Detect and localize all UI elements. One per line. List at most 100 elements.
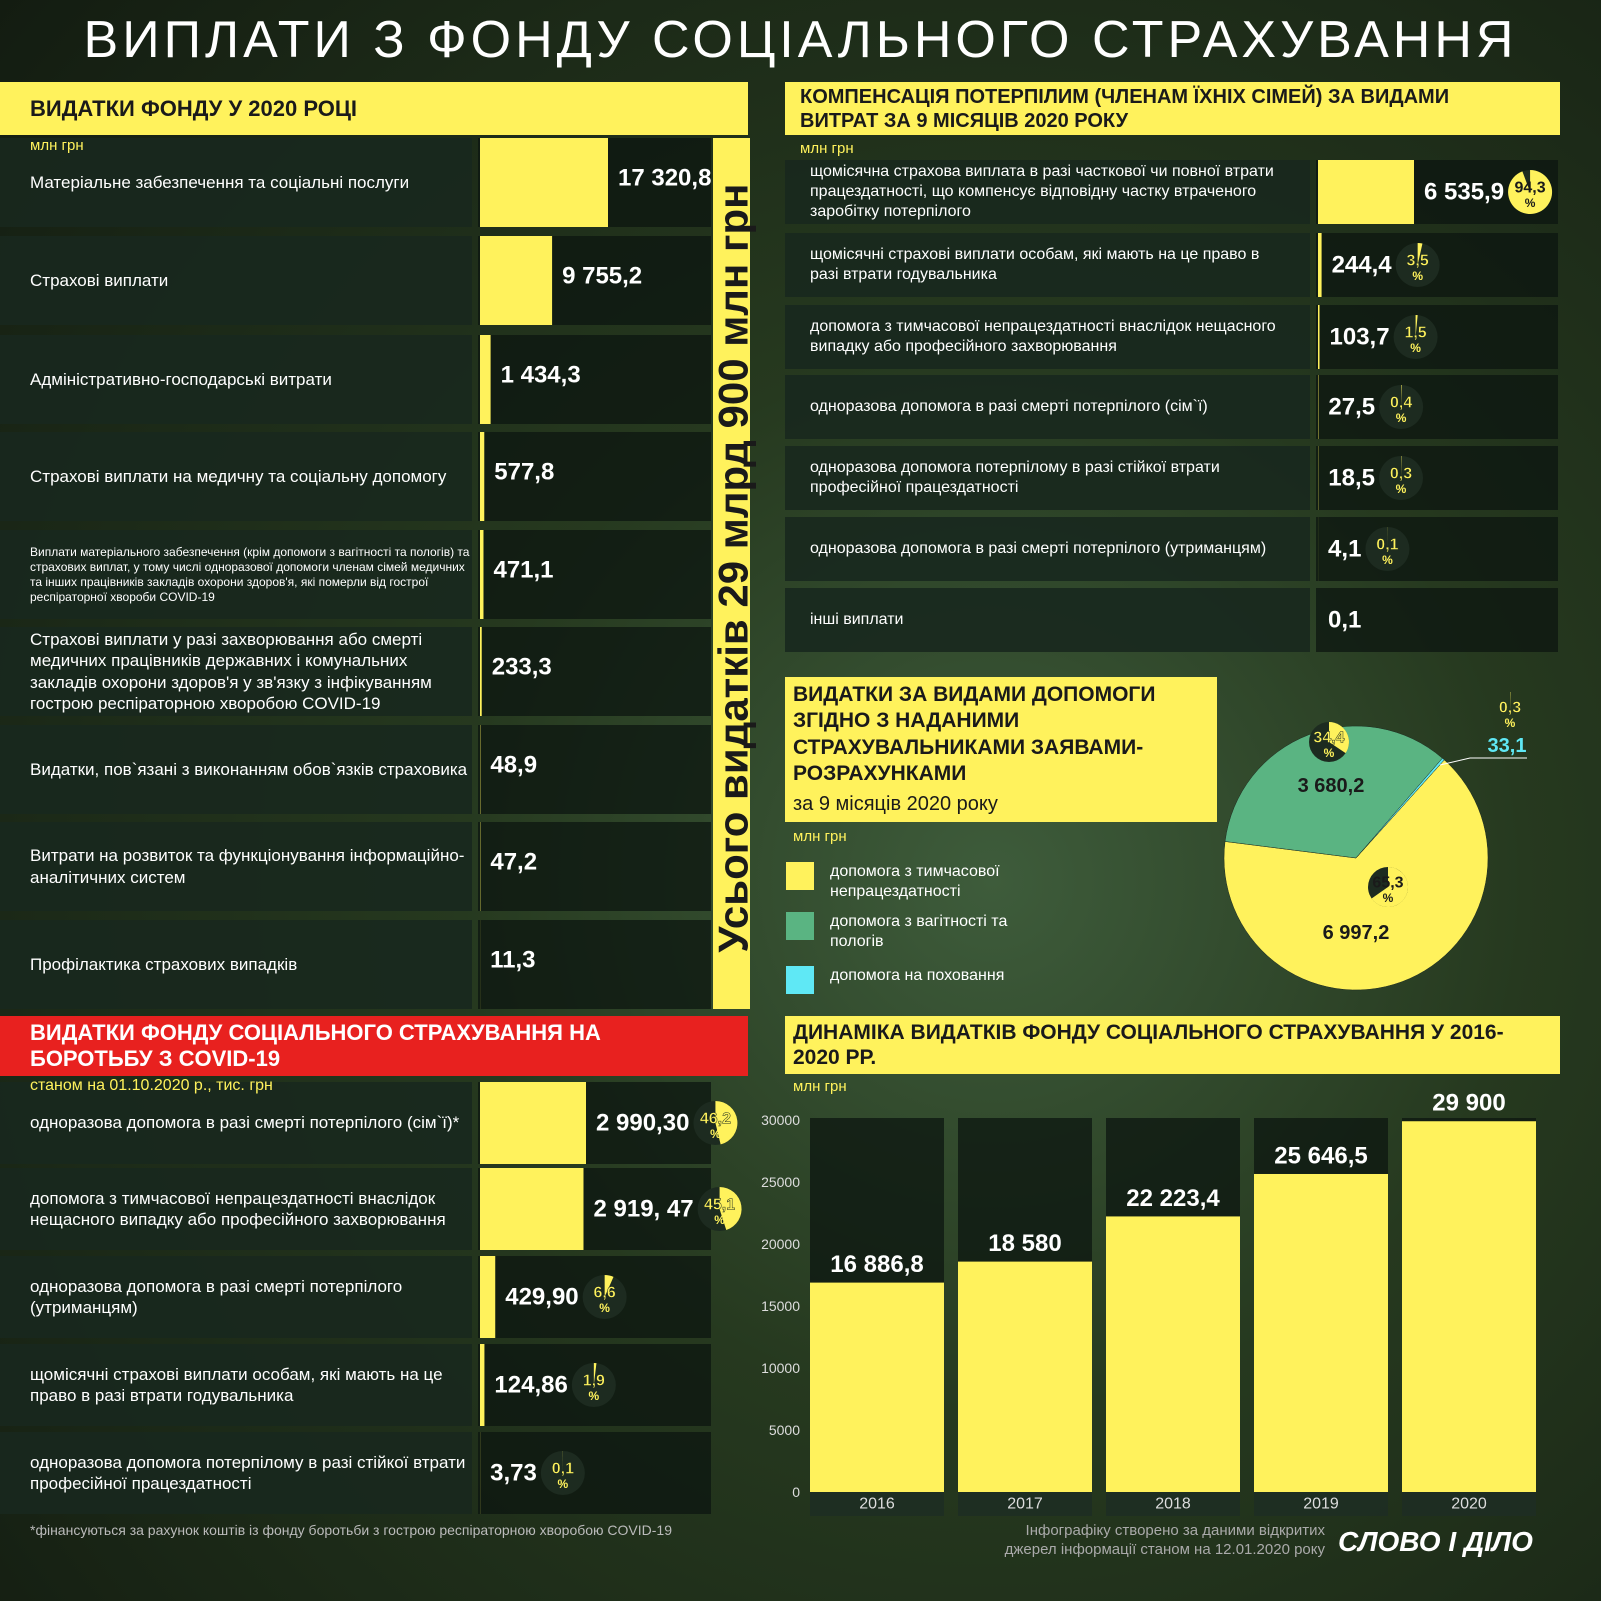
row-panel [785,160,1310,224]
share-unit: % [1505,716,1516,730]
total-label: Усього видатків 29 млрд 900 млн грн [710,183,757,952]
value-label: 244,4 [1332,252,1393,279]
row-panel [0,1344,472,1426]
row-panel [785,375,1310,439]
category-label: одноразова допомога в разі смерті потерп… [810,540,1267,557]
row-bar-area [478,1432,711,1514]
value-label: 17 320,8 [618,165,711,192]
row-panel [0,530,472,619]
share-label: 3,5 [1407,253,1429,270]
share-label: 1,9 [583,1373,605,1390]
y-tick-label: 20000 [761,1236,800,1252]
share-wedge [604,1275,614,1297]
value-label: 18,5 [1328,465,1375,492]
legend-label: допомога на поховання [830,967,1005,984]
chart-title: ВИДАТКИ ЗА ВИДАМИ ДОПОМОГИ ЗГІДНО З НАДА… [793,683,1156,785]
legend-label: допомога з тимчасової непрацездатності [830,863,1000,900]
bar [1402,1121,1536,1492]
bar [480,1344,485,1426]
bar [1318,233,1322,297]
value-label: 2 919, 47 [593,1196,693,1223]
row-panel [0,1256,472,1338]
unit-label: млн грн [30,137,84,154]
header-bg [0,82,748,135]
logo: СЛОВО І ДІЛО [1338,1526,1533,1557]
category-label: Видатки, пов`язані з виконанням обов`язк… [30,759,468,779]
y-tick-label: 15000 [761,1298,800,1314]
share-wedge [593,1363,597,1385]
share-wedge [719,1187,742,1230]
category-label: Матеріальне забезпечення та соціальні по… [30,172,410,192]
share-unit: % [714,1213,725,1227]
row-bar-area [1316,588,1558,652]
share-label: 34,4 [1313,730,1344,747]
value-label: 124,86 [494,1372,567,1399]
category-label: щомісячні страхові виплати особам, які м… [30,1364,443,1405]
row-panel [785,233,1310,297]
share-unit: % [1412,269,1423,283]
year-strip [1402,1492,1536,1516]
year-strip [958,1492,1092,1516]
source-note: Інфографіку створено за даними відкритих… [1004,1522,1325,1558]
pie-slice [1355,757,1445,859]
category-label: Адміністративно-господарські витрати [30,369,332,389]
row-panel [785,305,1310,369]
share-unit: % [1410,341,1421,355]
x-tick-label: 2020 [1451,1496,1487,1513]
row-panel [0,725,472,814]
row-panel [785,517,1310,581]
unit-label: млн грн [793,828,847,845]
x-tick-label: 2019 [1303,1496,1339,1513]
share-wedge [1508,170,1553,215]
subtitle: за 9 місяців 2020 року [793,793,998,815]
row-bar-area [478,627,711,716]
value-label: 29 900 [1432,1090,1505,1117]
value-label: 47,2 [490,849,537,876]
row-panel [0,920,472,1009]
bar [480,432,485,521]
category-label: одноразова допомога в разі смерті потерп… [810,398,1208,415]
leader-line [1439,757,1527,766]
value-label: 3,73 [490,1460,537,1487]
bar [480,138,608,227]
bar [810,1282,944,1492]
page-title: ВИПЛАТИ З ФОНДУ СОЦІАЛЬНОГО СТРАХУВАННЯ [83,11,1518,69]
value-label: 6 535,9 [1424,179,1504,206]
row-panel [0,1082,472,1164]
category-label: Страхові виплати [30,270,169,290]
row-bar-area [478,530,711,619]
x-tick-label: 2018 [1155,1496,1191,1513]
share-label: 0,4 [1390,395,1412,412]
share-wedge [1401,385,1402,407]
header-bg [785,1016,1560,1074]
row-bar-area [1316,375,1558,439]
row-bar-area [1316,517,1558,581]
bar [480,530,484,619]
value-label: 577,8 [494,459,554,486]
share-label: 0,1 [1376,537,1398,554]
category-label: Страхові виплати у разі захворювання або… [30,630,432,713]
share-label: 0,3 [1499,700,1521,717]
category-label: одноразова допомога потерпілому в разі с… [30,1452,466,1493]
value-label: 233,3 [492,654,552,681]
bar [480,335,491,424]
category-label: щомісячні страхові виплати особам, які м… [810,246,1260,283]
share-unit: % [1383,891,1394,905]
value-label: 2 990,30 [596,1110,689,1137]
value-label: 18 580 [988,1230,1061,1257]
category-label: допомога з тимчасової непрацездатності в… [810,318,1276,355]
share-label: 94,3 [1515,180,1546,197]
share-unit: % [1324,746,1335,760]
year-strip [1106,1492,1240,1516]
bar [1106,1216,1240,1492]
share-label: 1,5 [1404,325,1426,342]
pie-slice [1223,759,1489,991]
share-unit: % [710,1127,721,1141]
value-label: 1 434,3 [501,362,581,389]
row-panel [785,446,1310,510]
value-label: 103,7 [1330,324,1390,351]
row-panel [0,432,472,521]
subtitle: станом на 01.10.2020 р., тис. грн [30,1077,273,1094]
chart-title: ВИДАТКИ ФОНДУ СОЦІАЛЬНОГО СТРАХУВАННЯ НА… [30,1019,601,1071]
